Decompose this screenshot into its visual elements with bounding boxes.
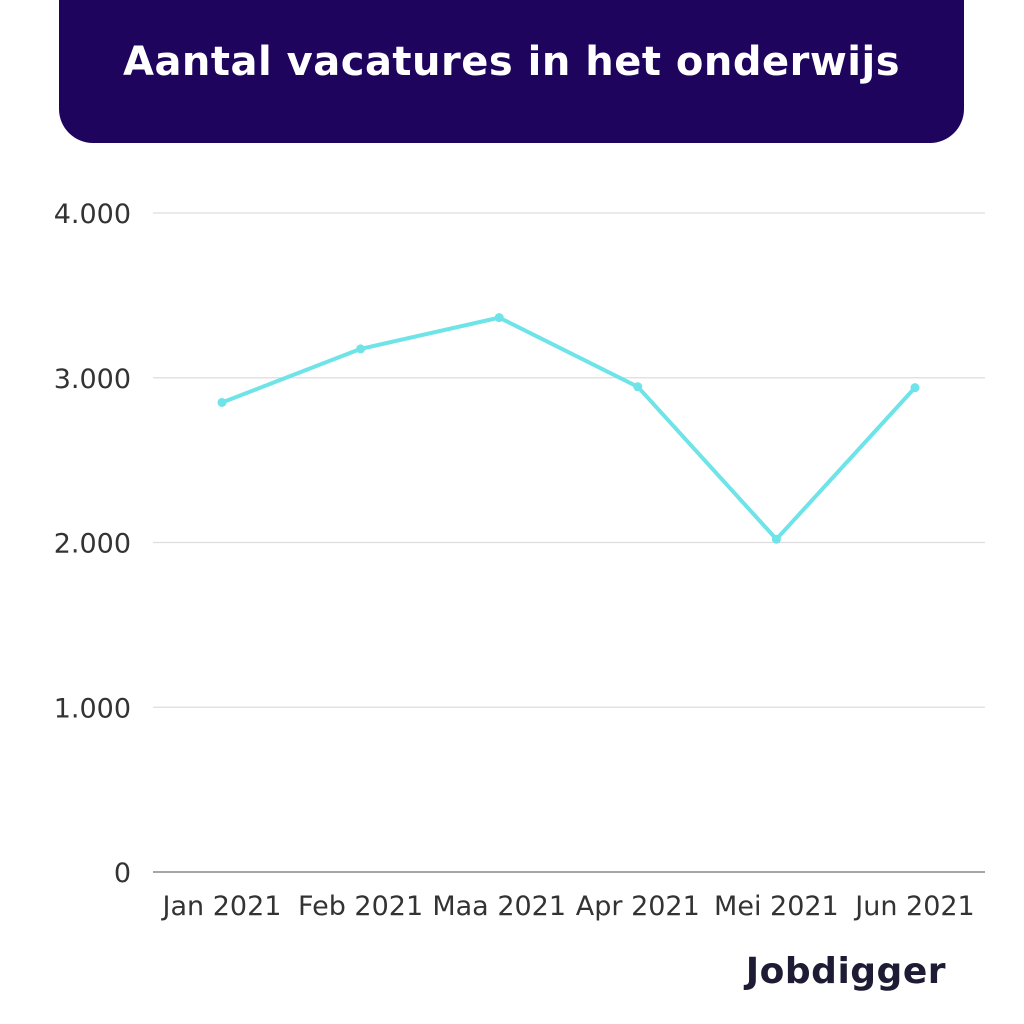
y-axis-tick-labels: 0 1.000 2.000 3.000 4.000	[54, 199, 131, 889]
x-tick-label: Mei 2021	[714, 891, 839, 922]
chart-header: Aantal vacatures in het onderwijs	[59, 0, 964, 143]
x-tick-label: Jun 2021	[853, 891, 974, 922]
data-point	[771, 534, 781, 544]
y-tick-label: 1.000	[54, 693, 131, 724]
chart-title: Aantal vacatures in het onderwijs	[122, 38, 901, 85]
series-line	[220, 315, 917, 542]
x-tick-label: Apr 2021	[576, 891, 700, 922]
data-point	[217, 397, 227, 407]
x-tick-label: Feb 2021	[298, 891, 423, 922]
y-tick-label: 3.000	[54, 364, 131, 395]
data-point	[910, 383, 920, 393]
y-tick-label: 0	[114, 858, 131, 889]
y-tick-label: 2.000	[54, 529, 131, 560]
x-tick-label: Jan 2021	[161, 891, 282, 922]
x-axis-tick-labels: Jan 2021 Feb 2021 Maa 2021 Apr 2021 Mei 2021…	[161, 891, 975, 922]
series-line-group	[217, 313, 920, 544]
y-tick-label: 4.000	[54, 199, 131, 230]
x-tick-label: Maa 2021	[432, 891, 566, 922]
jobdigger-logo: Jobdigger	[745, 951, 946, 992]
grid-lines	[153, 212, 985, 873]
data-point	[494, 313, 504, 323]
data-point	[633, 382, 643, 392]
data-point	[356, 344, 366, 354]
